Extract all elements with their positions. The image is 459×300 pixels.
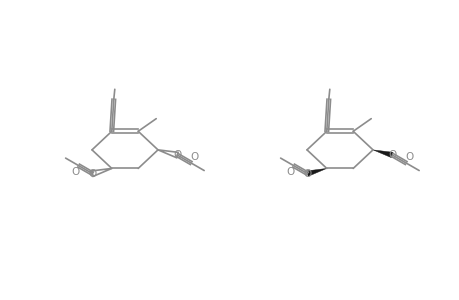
Text: O: O [173, 150, 181, 160]
Polygon shape [372, 150, 392, 158]
Polygon shape [306, 168, 326, 176]
Text: O: O [190, 152, 198, 162]
Text: O: O [405, 152, 413, 162]
Text: O: O [285, 167, 294, 177]
Text: O: O [387, 150, 396, 160]
Text: O: O [71, 167, 79, 177]
Text: O: O [88, 169, 96, 178]
Text: O: O [302, 169, 311, 178]
